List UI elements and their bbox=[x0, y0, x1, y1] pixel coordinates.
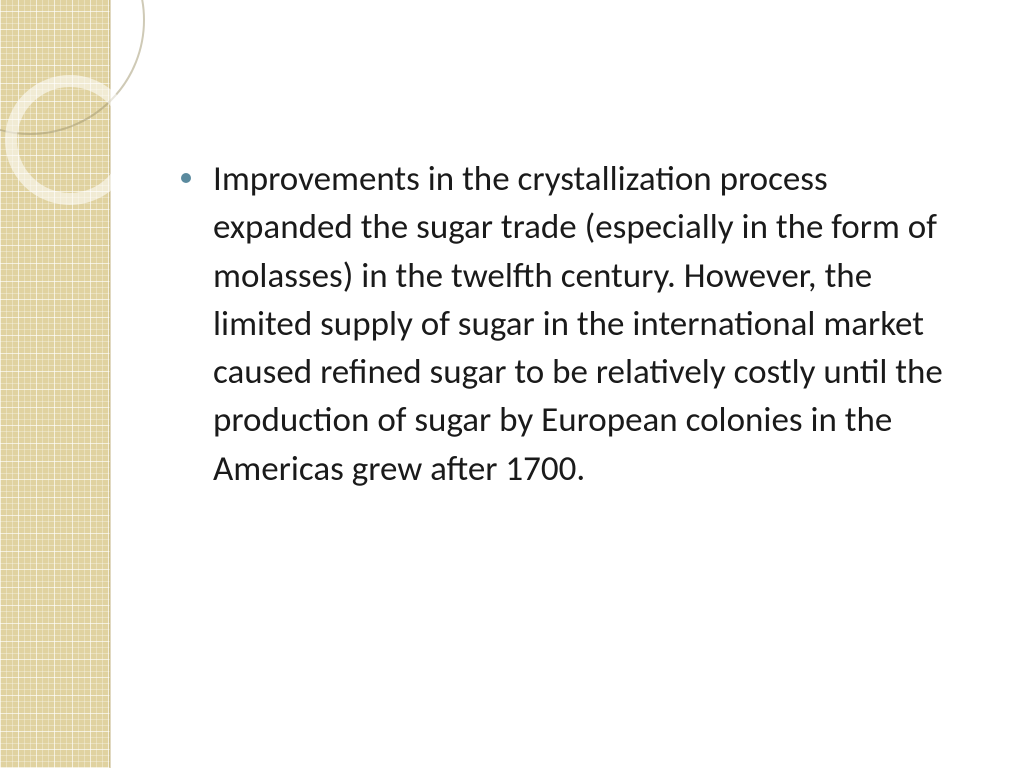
slide-content: Improvements in the crystallization proc… bbox=[175, 155, 965, 493]
decorative-circle-small bbox=[5, 75, 135, 205]
bullet-list: Improvements in the crystallization proc… bbox=[175, 155, 965, 493]
bullet-item: Improvements in the crystallization proc… bbox=[175, 155, 965, 493]
